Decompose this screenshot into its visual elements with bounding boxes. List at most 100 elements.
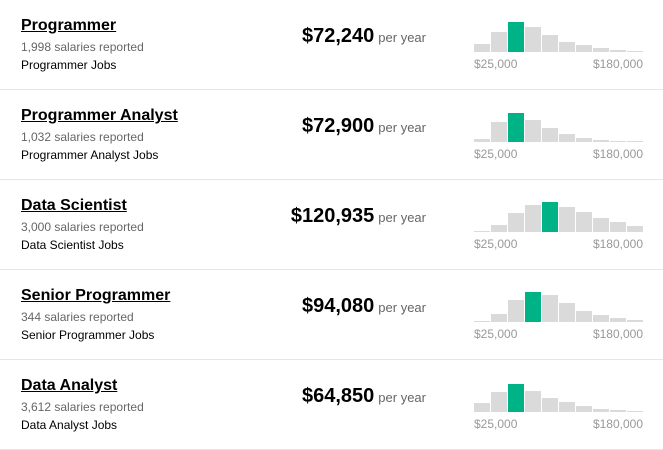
salary-amount: $94,080 [302, 295, 375, 317]
salary-row: Senior Programmer 344 salaries reported Se… [0, 270, 663, 360]
salaries-reported: 344 salaries reported [21, 310, 134, 324]
salary-period: per year [378, 210, 426, 225]
histogram-bar [491, 225, 507, 232]
histogram-min-label: $25,000 [474, 327, 518, 341]
histogram-bar [610, 50, 626, 52]
histogram-bar [576, 212, 592, 232]
salary-period: per year [378, 30, 426, 45]
histogram-bar [610, 410, 626, 412]
salary-amount: $72,240 [302, 25, 375, 47]
histogram-bar [474, 231, 490, 232]
histogram-bar [508, 22, 524, 52]
histogram: $25,000 $180,000 [474, 202, 643, 251]
salary-row: Programmer 1,998 salaries reported Program… [0, 0, 663, 90]
histogram: $25,000 $180,000 [474, 22, 643, 71]
histogram-bar [627, 51, 643, 52]
histogram-bar [559, 134, 575, 142]
histogram-min-label: $25,000 [474, 417, 518, 431]
histogram: $25,000 $180,000 [474, 113, 643, 161]
histogram-bar [474, 403, 490, 412]
histogram-bar [576, 406, 592, 412]
histogram-bar [525, 120, 541, 142]
histogram-bar [593, 409, 609, 412]
histogram-bar [474, 321, 490, 322]
salary-row: Data Analyst 3,612 salaries reported Data … [0, 360, 663, 450]
job-title[interactable]: Senior Programmer [21, 287, 171, 304]
histogram-bar [508, 384, 524, 412]
salary: $72,900 per year [302, 115, 426, 138]
histogram-bar [610, 318, 626, 322]
histogram-bar [593, 218, 609, 232]
salary-amount: $120,935 [290, 205, 375, 227]
job-title[interactable]: Data Scientist [21, 197, 127, 214]
histogram-bar [508, 300, 524, 322]
histogram-bar [542, 202, 558, 232]
histogram-bar [525, 27, 541, 52]
salary-period: per year [378, 300, 426, 315]
histogram-bar [627, 141, 643, 142]
histogram-bar [474, 139, 490, 142]
histogram-bar [559, 303, 575, 322]
histogram-bar [593, 140, 609, 142]
histogram-bar [508, 113, 524, 142]
salary: $72,240 per year [302, 25, 426, 48]
histogram-min-label: $25,000 [474, 147, 518, 161]
job-title[interactable]: Programmer [21, 17, 117, 34]
histogram: $25,000 $180,000 [474, 384, 643, 431]
histogram-bar [576, 311, 592, 322]
histogram-bar [610, 141, 626, 142]
histogram-bar [525, 391, 541, 412]
salary-period: per year [378, 120, 426, 135]
histogram-max-label: $180,000 [593, 417, 643, 431]
histogram-max-label: $180,000 [593, 237, 643, 251]
histogram-bar [559, 402, 575, 412]
jobs-link[interactable]: Data Analyst Jobs [21, 418, 118, 432]
salaries-reported: 1,998 salaries reported [21, 40, 144, 54]
job-title[interactable]: Programmer Analyst [21, 107, 178, 124]
histogram-bar [542, 398, 558, 412]
histogram-bar [576, 138, 592, 142]
histogram-bar [627, 320, 643, 322]
salary: $64,850 per year [302, 385, 426, 408]
salaries-reported: 1,032 salaries reported [21, 130, 144, 144]
salary: $120,935 per year [291, 205, 426, 228]
histogram-bar [559, 42, 575, 52]
histogram-max-label: $180,000 [593, 57, 643, 71]
histogram-bar [559, 207, 575, 232]
histogram-bar [610, 222, 626, 232]
histogram-bar [542, 128, 558, 142]
histogram-bar [474, 44, 490, 52]
histogram-bar [491, 314, 507, 322]
histogram-bar [491, 392, 507, 412]
histogram-bar [576, 45, 592, 52]
salary-row: Data Scientist 3,000 salaries reported Dat… [0, 180, 663, 270]
salary-amount: $72,900 [302, 115, 375, 137]
histogram-min-label: $25,000 [474, 57, 518, 71]
salary-row: Programmer Analyst 1,032 salaries reporte… [0, 90, 663, 180]
histogram-bar [491, 32, 507, 52]
jobs-link[interactable]: Data Scientist Jobs [21, 238, 124, 252]
job-title[interactable]: Data Analyst [21, 377, 118, 394]
jobs-link[interactable]: Programmer Analyst Jobs [21, 148, 159, 162]
histogram: $25,000 $180,000 [474, 292, 643, 341]
histogram-bar [627, 411, 643, 412]
histogram-max-label: $180,000 [593, 147, 643, 161]
salaries-reported: 3,000 salaries reported [21, 220, 144, 234]
histogram-bar [508, 213, 524, 232]
jobs-link[interactable]: Programmer Jobs [21, 58, 117, 72]
histogram-max-label: $180,000 [593, 327, 643, 341]
histogram-bar [593, 315, 609, 322]
salary-amount: $64,850 [302, 385, 375, 407]
histogram-bar [542, 295, 558, 322]
histogram-bar [593, 48, 609, 52]
histogram-bar [627, 226, 643, 232]
jobs-link[interactable]: Senior Programmer Jobs [21, 328, 155, 342]
histogram-bar [525, 292, 541, 322]
salary: $94,080 per year [302, 295, 426, 318]
salaries-reported: 3,612 salaries reported [21, 400, 144, 414]
histogram-min-label: $25,000 [474, 237, 518, 251]
histogram-bar [542, 35, 558, 52]
histogram-bar [525, 205, 541, 232]
salary-period: per year [378, 390, 426, 405]
